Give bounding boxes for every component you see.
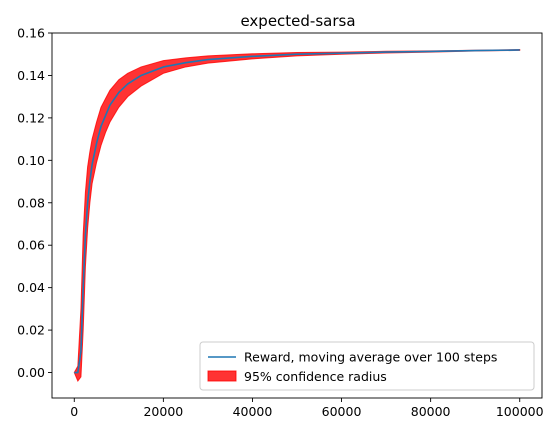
y-tick-label: 0.08 bbox=[17, 195, 45, 210]
y-tick-label: 0.06 bbox=[17, 238, 45, 253]
legend-band-swatch bbox=[207, 370, 237, 382]
reward-line bbox=[74, 49, 520, 374]
y-tick-label: 0.14 bbox=[17, 68, 45, 83]
x-tick-label: 100000 bbox=[496, 404, 544, 419]
x-tick-label: 80000 bbox=[411, 404, 451, 419]
y-tick-label: 0.16 bbox=[17, 26, 45, 41]
x-tick-label: 40000 bbox=[233, 404, 273, 419]
confidence-band bbox=[73, 49, 521, 383]
legend-label-confidence: 95% confidence radius bbox=[244, 369, 387, 384]
y-tick-label: 0.04 bbox=[17, 280, 45, 295]
x-tick-label: 0 bbox=[70, 404, 78, 419]
plot-frame bbox=[51, 32, 543, 399]
chart-title: expected-sarsa bbox=[240, 12, 355, 30]
legend-label-reward: Reward, moving average over 100 steps bbox=[244, 350, 497, 365]
x-tick-label: 60000 bbox=[322, 404, 362, 419]
y-tick-label: 0.10 bbox=[17, 153, 45, 168]
x-tick-label: 20000 bbox=[143, 404, 183, 419]
legend: Reward, moving average over 100 steps 95%… bbox=[199, 341, 535, 391]
y-tick-label: 0.12 bbox=[17, 110, 45, 125]
y-tick-label: 0.02 bbox=[17, 323, 45, 338]
legend-box bbox=[199, 341, 535, 391]
y-tick-label: 0.00 bbox=[17, 365, 45, 380]
